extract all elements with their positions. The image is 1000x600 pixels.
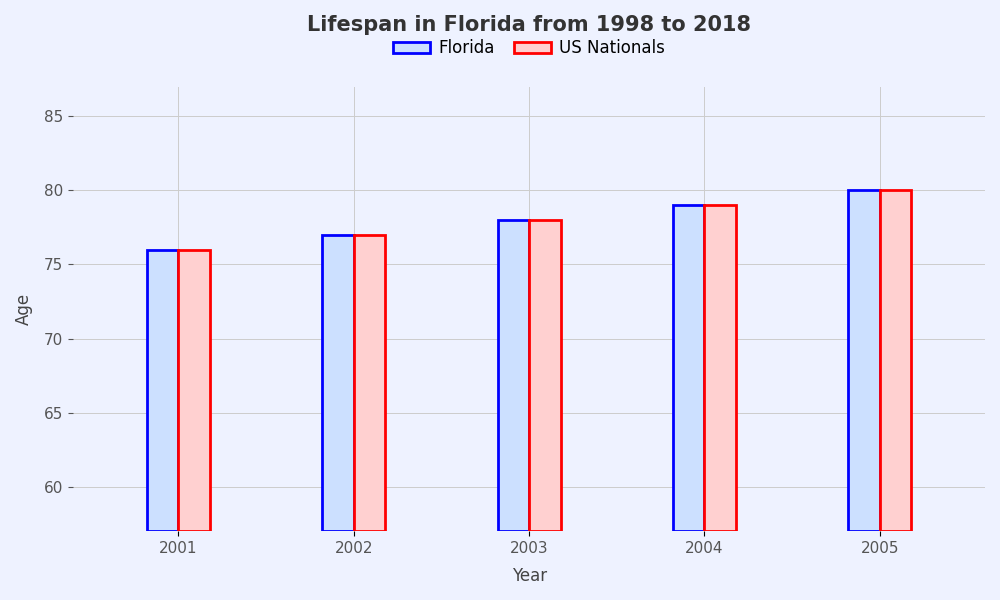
- Bar: [704, 205, 736, 531]
- Bar: [848, 190, 880, 531]
- Bar: [354, 235, 385, 531]
- Bar: [147, 250, 178, 531]
- Bar: [178, 250, 210, 531]
- Bar: [529, 220, 561, 531]
- Bar: [673, 205, 704, 531]
- Bar: [322, 235, 354, 531]
- Title: Lifespan in Florida from 1998 to 2018: Lifespan in Florida from 1998 to 2018: [307, 15, 751, 35]
- Legend: Florida, US Nationals: Florida, US Nationals: [386, 32, 672, 64]
- X-axis label: Year: Year: [512, 567, 547, 585]
- Bar: [498, 220, 529, 531]
- Bar: [880, 190, 911, 531]
- Y-axis label: Age: Age: [15, 293, 33, 325]
